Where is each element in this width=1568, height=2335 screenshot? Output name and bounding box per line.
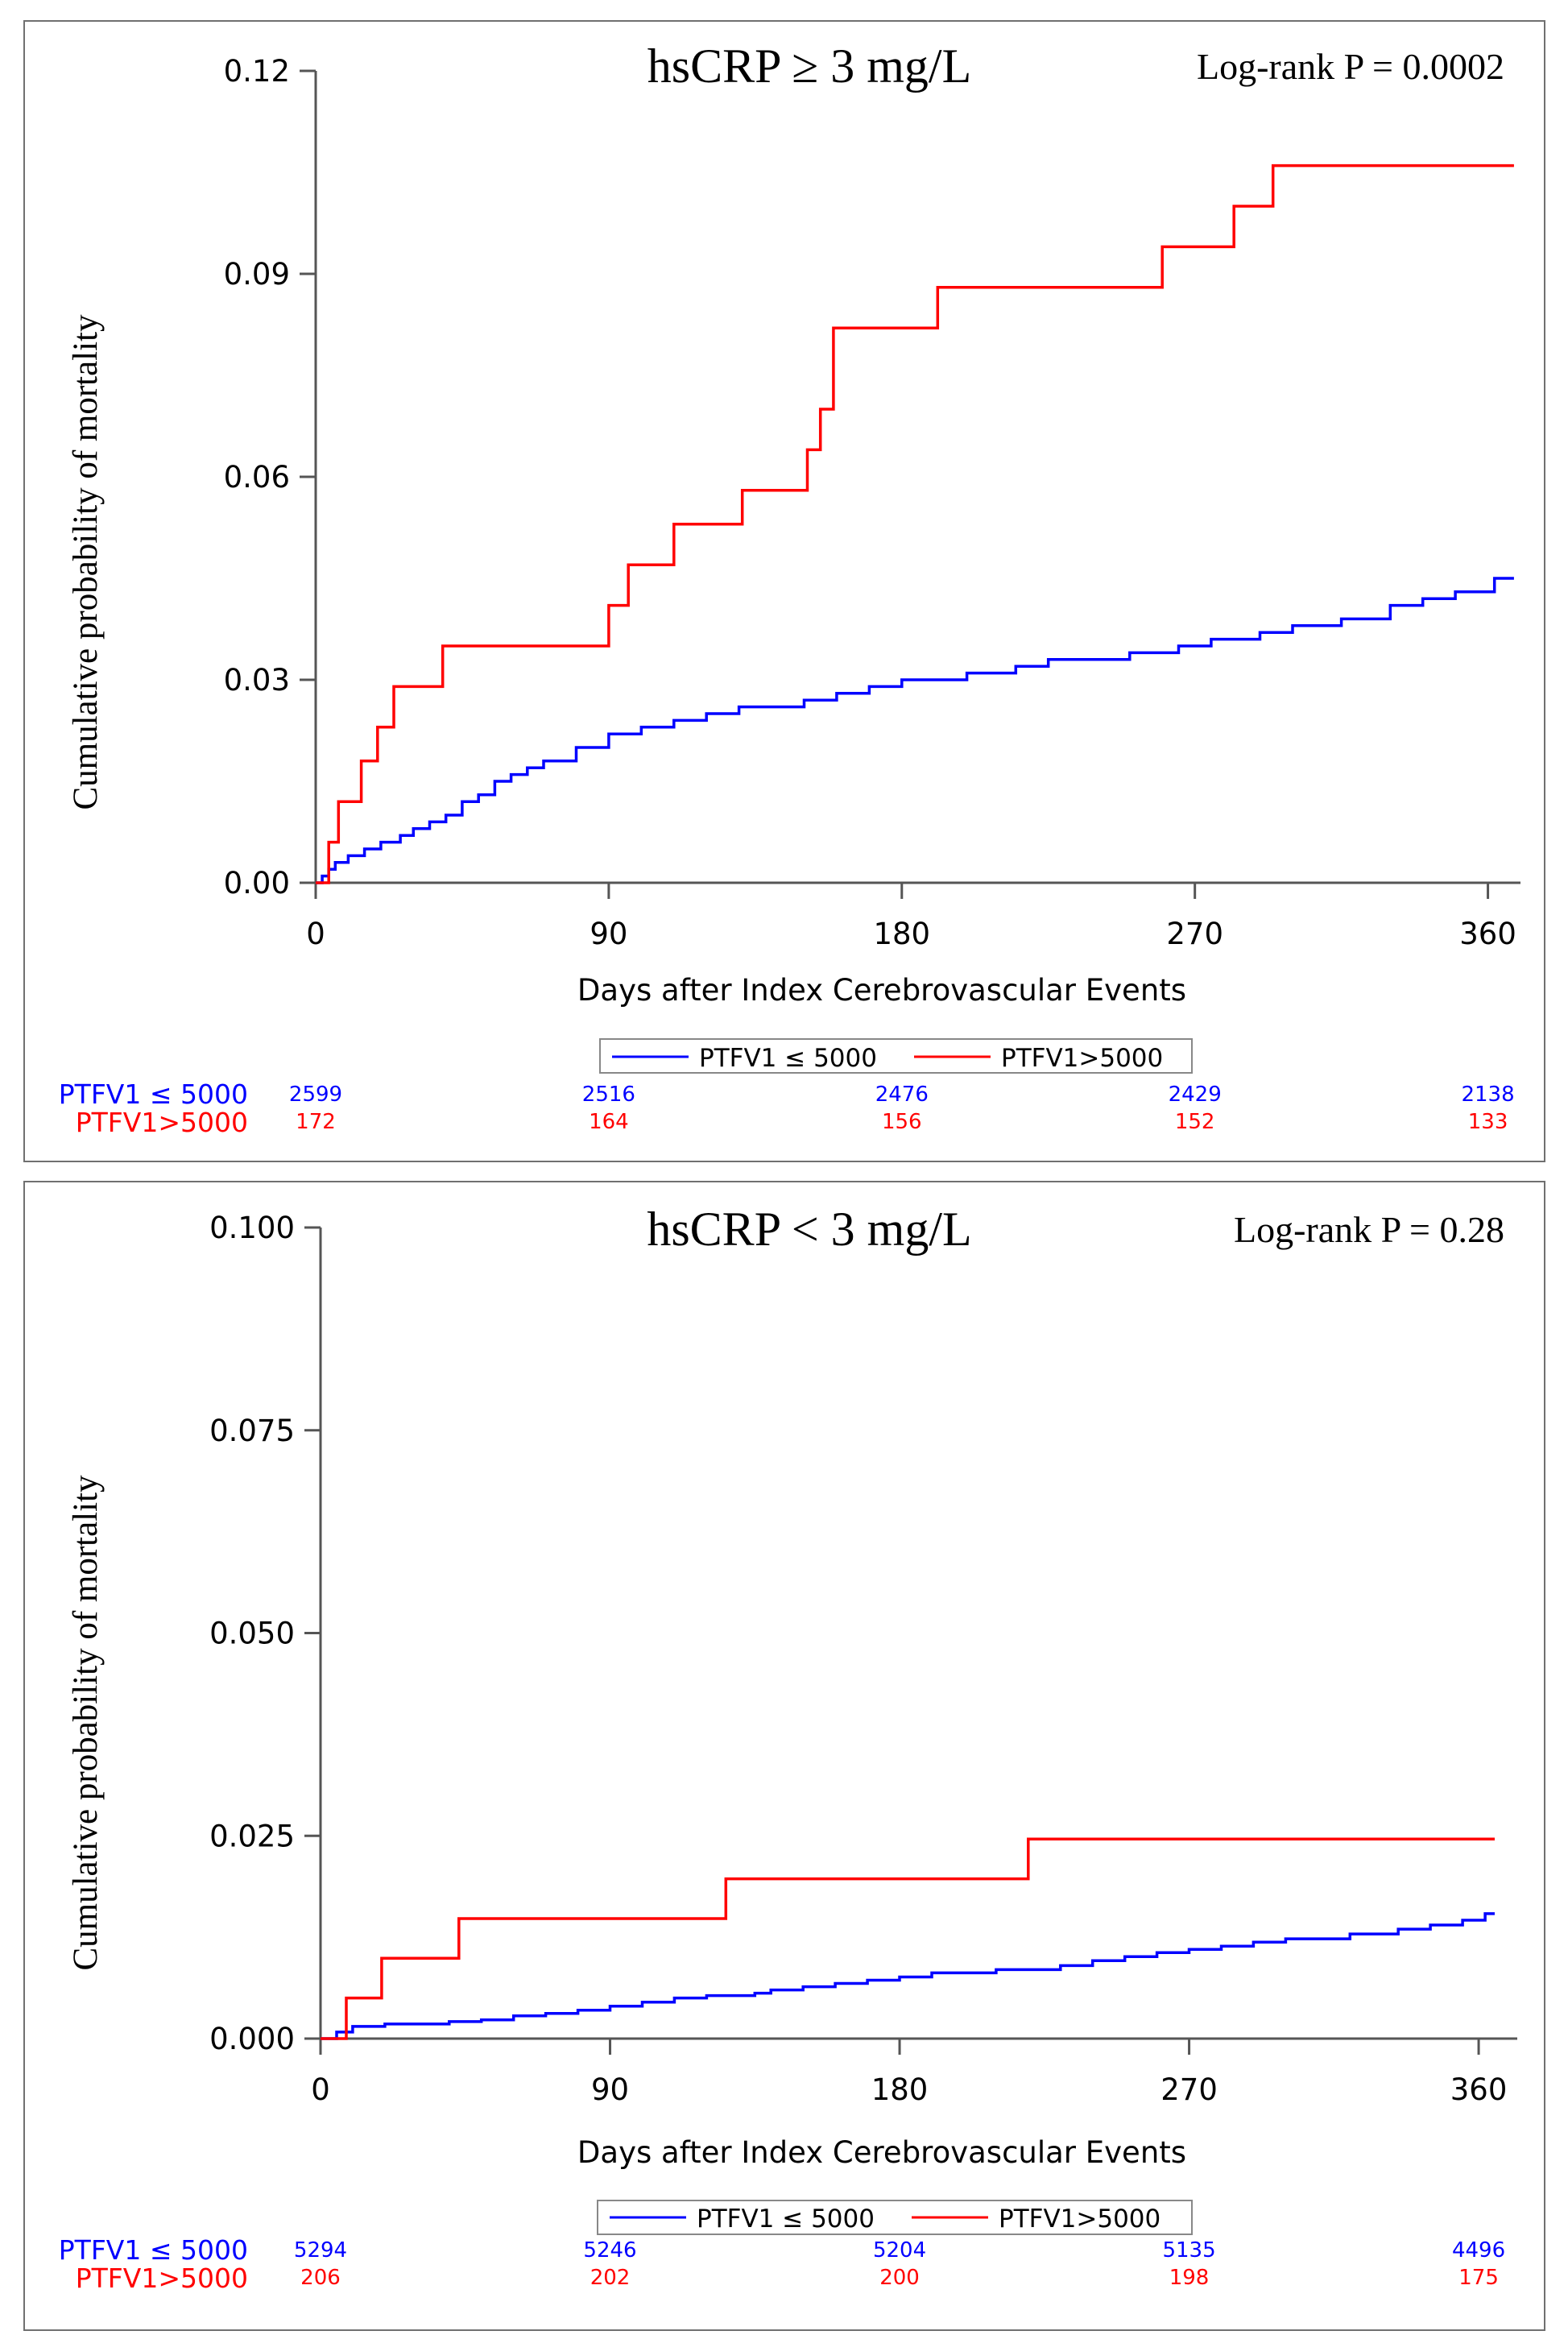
x-tick-label: 90 xyxy=(590,917,627,951)
legend: PTFV1 ≤ 5000 PTFV1>5000 xyxy=(599,1038,1193,1074)
y-axis-label: Cumulative probability of mortality xyxy=(67,314,105,810)
risk-count: 5204 xyxy=(873,2238,926,2263)
km-curve-series-2 xyxy=(316,164,1514,884)
x-tick-label: 360 xyxy=(1450,2072,1508,2107)
y-tick-label: 0.12 xyxy=(224,54,290,89)
x-axis-label: Days after Index Cerebrovascular Events xyxy=(577,2135,1186,2170)
y-tick-label: 0.050 xyxy=(209,1617,295,1651)
legend-label-ptfv1-high: PTFV1>5000 xyxy=(1001,1044,1163,1073)
x-tick-label: 0 xyxy=(306,917,325,951)
risk-count: 164 xyxy=(589,1110,629,1134)
chart-title: hsCRP ≥ 3 mg/L xyxy=(647,39,971,93)
y-tick-label: 0.00 xyxy=(224,866,290,900)
risk-count: 206 xyxy=(300,2266,341,2290)
risk-count: 172 xyxy=(296,1110,336,1134)
risk-count: 2516 xyxy=(582,1083,635,1107)
x-tick-label: 180 xyxy=(871,2072,929,2107)
log-rank-annotation: Log-rank P = 0.0002 xyxy=(1197,46,1504,87)
legend-box xyxy=(597,2200,1193,2235)
km-curve-series-2 xyxy=(321,1837,1495,2040)
km-curve-series-1 xyxy=(321,1912,1495,2040)
y-tick-label: 0.09 xyxy=(224,257,290,292)
km-chart-hscrp-high: hsCRP ≥ 3 mg/L Log-rank P = 0.0002 Cumul… xyxy=(23,20,1545,1162)
y-tick-label: 0.06 xyxy=(224,460,290,495)
y-tick-label: 0.100 xyxy=(209,1211,295,1245)
km-chart-hscrp-low: hsCRP < 3 mg/L Log-rank P = 0.28 Cumulat… xyxy=(23,1181,1545,2331)
x-tick-label: 270 xyxy=(1160,2072,1218,2107)
km-panel-hscrp-low: hsCRP < 3 mg/L Log-rank P = 0.28 Cumulat… xyxy=(0,1175,1568,2335)
risk-count: 4496 xyxy=(1452,2238,1505,2263)
risk-count: 175 xyxy=(1458,2266,1499,2290)
x-axis-label: Days after Index Cerebrovascular Events xyxy=(577,973,1186,1008)
km-curve-series-1 xyxy=(316,577,1514,884)
legend-box xyxy=(599,1038,1193,1074)
risk-label-ptfv1-low: PTFV1 ≤ 5000 xyxy=(59,1078,248,1110)
y-tick-label: 0.000 xyxy=(209,2022,295,2056)
risk-count: 198 xyxy=(1169,2266,1210,2290)
risk-count: 2476 xyxy=(875,1083,929,1107)
legend: PTFV1 ≤ 5000 PTFV1>5000 xyxy=(597,2200,1193,2235)
risk-count: 156 xyxy=(882,1110,922,1134)
legend-label-ptfv1-high: PTFV1>5000 xyxy=(999,2205,1160,2234)
km-panel-hscrp-high: hsCRP ≥ 3 mg/L Log-rank P = 0.0002 Cumul… xyxy=(0,0,1568,1165)
risk-count: 2599 xyxy=(289,1083,342,1107)
risk-count: 133 xyxy=(1468,1110,1508,1134)
risk-count: 5294 xyxy=(294,2238,347,2263)
risk-count: 200 xyxy=(879,2266,920,2290)
chart-title: hsCRP < 3 mg/L xyxy=(647,1203,971,1256)
x-tick-label: 180 xyxy=(873,917,930,951)
legend-label-ptfv1-low: PTFV1 ≤ 5000 xyxy=(699,1044,877,1073)
risk-count: 5246 xyxy=(583,2238,636,2263)
log-rank-annotation: Log-rank P = 0.28 xyxy=(1234,1209,1504,1250)
y-axis-label: Cumulative probability of mortality xyxy=(67,1475,105,1971)
plot-area: 0.00 0.03 0.06 0.09 0.12 0 90 180 270 360 2599 2516… xyxy=(224,54,1520,1134)
risk-label-ptfv1-high: PTFV1>5000 xyxy=(76,1107,248,1138)
x-tick-label: 360 xyxy=(1459,917,1516,951)
risk-count: 152 xyxy=(1175,1110,1215,1134)
y-tick-label: 0.025 xyxy=(209,1819,295,1853)
plot-area: 0.000 0.025 0.050 0.075 0.100 0 90 180 270 360 529… xyxy=(209,1211,1517,2290)
risk-count: 202 xyxy=(590,2266,631,2290)
risk-count: 2138 xyxy=(1461,1083,1514,1107)
x-tick-label: 90 xyxy=(591,2072,629,2107)
y-tick-label: 0.03 xyxy=(224,663,290,698)
risk-label-ptfv1-high: PTFV1>5000 xyxy=(76,2263,248,2294)
y-tick-label: 0.075 xyxy=(209,1414,295,1448)
risk-label-ptfv1-low: PTFV1 ≤ 5000 xyxy=(59,2234,248,2266)
x-tick-label: 270 xyxy=(1166,917,1223,951)
x-tick-label: 0 xyxy=(311,2072,330,2107)
panel-border xyxy=(23,20,1545,1162)
panel-border xyxy=(23,1181,1545,2331)
risk-count: 2429 xyxy=(1169,1083,1222,1107)
risk-count: 5135 xyxy=(1162,2238,1215,2263)
legend-label-ptfv1-low: PTFV1 ≤ 5000 xyxy=(697,2205,875,2234)
